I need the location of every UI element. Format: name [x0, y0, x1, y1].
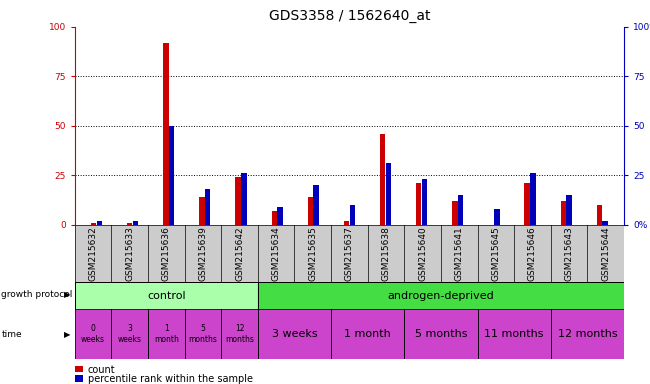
- Bar: [458, 195, 463, 225]
- Bar: [169, 126, 174, 225]
- Bar: [272, 211, 277, 225]
- Text: GSM215638: GSM215638: [382, 226, 391, 281]
- Text: 1
month: 1 month: [154, 324, 179, 344]
- Bar: [163, 43, 168, 225]
- Bar: [597, 205, 602, 225]
- Text: GSM215632: GSM215632: [88, 226, 98, 281]
- Text: 12 months: 12 months: [558, 329, 618, 339]
- Bar: [344, 221, 349, 225]
- Bar: [258, 309, 331, 359]
- Bar: [221, 309, 258, 359]
- Bar: [148, 309, 185, 359]
- Text: ▶: ▶: [64, 330, 70, 339]
- Bar: [258, 282, 624, 309]
- Text: GSM215642: GSM215642: [235, 226, 244, 281]
- Text: GSM215643: GSM215643: [565, 226, 573, 281]
- Text: 11 months: 11 months: [484, 329, 544, 339]
- Text: GSM215645: GSM215645: [491, 226, 500, 281]
- Bar: [416, 183, 421, 225]
- Bar: [560, 201, 566, 225]
- Bar: [350, 205, 355, 225]
- Title: GDS3358 / 1562640_at: GDS3358 / 1562640_at: [268, 9, 430, 23]
- Bar: [422, 179, 427, 225]
- Text: 3 weeks: 3 weeks: [272, 329, 317, 339]
- Text: 12
months: 12 months: [225, 324, 254, 344]
- Text: percentile rank within the sample: percentile rank within the sample: [88, 374, 253, 384]
- Bar: [200, 197, 205, 225]
- Bar: [603, 221, 608, 225]
- Bar: [205, 189, 211, 225]
- Text: GSM215639: GSM215639: [198, 226, 207, 281]
- Bar: [331, 309, 404, 359]
- Text: GSM215640: GSM215640: [418, 226, 427, 281]
- Text: GSM215641: GSM215641: [455, 226, 463, 281]
- Bar: [75, 282, 258, 309]
- Bar: [525, 183, 530, 225]
- Bar: [133, 221, 138, 225]
- Bar: [307, 197, 313, 225]
- Text: time: time: [1, 330, 22, 339]
- Text: GSM215636: GSM215636: [162, 226, 171, 281]
- Text: GSM215646: GSM215646: [528, 226, 537, 281]
- Text: 5 months: 5 months: [415, 329, 467, 339]
- Bar: [452, 201, 458, 225]
- Bar: [235, 177, 240, 225]
- Bar: [313, 185, 319, 225]
- Bar: [494, 209, 499, 225]
- Text: control: control: [147, 291, 186, 301]
- Bar: [185, 309, 221, 359]
- Bar: [566, 195, 572, 225]
- Bar: [97, 221, 102, 225]
- Bar: [404, 309, 478, 359]
- Bar: [530, 173, 536, 225]
- Text: ▶: ▶: [64, 290, 70, 300]
- Text: androgen-deprived: androgen-deprived: [387, 291, 494, 301]
- Text: 3
weeks: 3 weeks: [118, 324, 142, 344]
- Bar: [241, 173, 246, 225]
- Bar: [478, 309, 551, 359]
- Bar: [551, 309, 624, 359]
- Text: GSM215635: GSM215635: [308, 226, 317, 281]
- Text: 0
weeks: 0 weeks: [81, 324, 105, 344]
- Text: GSM215634: GSM215634: [272, 226, 281, 281]
- Bar: [91, 223, 96, 225]
- Bar: [380, 134, 385, 225]
- Text: growth protocol: growth protocol: [1, 290, 73, 300]
- Bar: [278, 207, 283, 225]
- Bar: [111, 309, 148, 359]
- Text: count: count: [88, 365, 116, 375]
- Text: 1 month: 1 month: [344, 329, 391, 339]
- Text: GSM215637: GSM215637: [345, 226, 354, 281]
- Text: GSM215633: GSM215633: [125, 226, 134, 281]
- Bar: [75, 309, 111, 359]
- Text: GSM215644: GSM215644: [601, 226, 610, 281]
- Text: 5
months: 5 months: [188, 324, 217, 344]
- Bar: [385, 163, 391, 225]
- Bar: [127, 223, 133, 225]
